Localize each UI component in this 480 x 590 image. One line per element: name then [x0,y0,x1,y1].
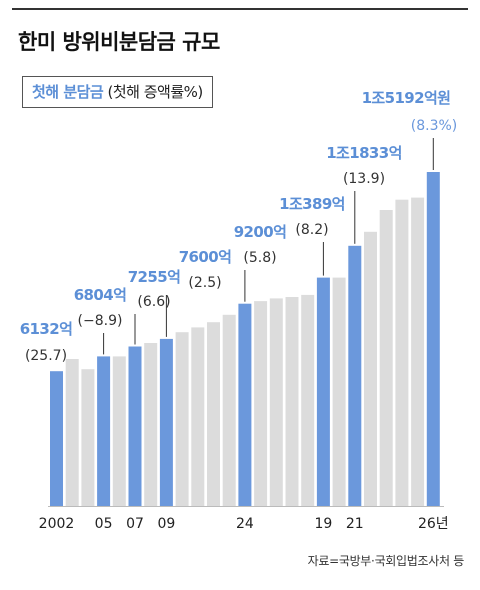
bar-2025 [411,197,425,506]
bar-2024 [395,199,409,506]
value-label-2009: 7600억 [179,248,232,266]
bar-2006 [112,356,126,506]
tick-label-2002: 2002 [39,516,75,532]
bar-2022 [364,231,377,507]
growth-label-2002: (25.7) [25,348,67,364]
growth-label-2026: (8.3%) [411,118,458,134]
top-rule [12,8,468,10]
value-label-2005: 6804억 [74,286,127,304]
growth-label-2021: (13.9) [343,171,385,187]
growth-label-2019: (8.2) [295,222,328,238]
bar-2020 [332,277,346,506]
bar-2016 [269,298,283,506]
bar-2017 [285,297,299,506]
value-label-2002: 6132억 [20,320,73,338]
bar-2011 [191,327,205,506]
bar-2003 [65,359,79,506]
bar-2014 [238,303,252,506]
value-label-2026: 1조5192억원 [362,89,451,107]
bar-2010 [175,332,189,506]
bar-2002 [50,371,63,506]
legend-accent-label: 첫해 분담금 [32,83,104,101]
growth-label-2005: (−8.9) [78,313,123,329]
growth-label-2007: (6.6) [137,294,170,310]
growth-label-2014: (5.8) [243,250,276,266]
tick-label-2007: 07 [126,516,144,532]
bar-2026 [426,172,440,506]
growth-label-2009: (2.5) [188,275,221,291]
value-label-2019: 1조389억 [279,195,345,213]
tick-label-2019: 19 [314,516,332,532]
legend-box: 첫해 분담금 (첫해 증액률%) [22,76,213,108]
value-label-2007: 7255억 [128,268,181,286]
bar-2008 [144,343,158,506]
tick-label-2009: 09 [157,516,175,532]
bar-2012 [207,322,220,506]
bar-2023 [379,210,393,506]
chart-title: 한미 방위비분담금 규모 [18,30,220,54]
tick-label-2021: 21 [346,516,364,532]
bar-2018 [301,294,315,506]
bar-2005 [97,356,111,506]
source-note: 자료=국방부·국회입법조사처 등 [307,554,465,568]
tick-label-2005: 05 [95,516,113,532]
bar-2007 [128,346,142,506]
tick-label-2026: 26년 [418,516,449,532]
bar-2015 [254,301,268,506]
legend-plain-label: (첫해 증액률%) [107,83,204,101]
bar-2021 [348,245,362,507]
bar-2013 [222,314,236,506]
tick-label-2014: 24 [236,516,254,532]
value-label-2014: 9200억 [234,223,287,241]
bar-2019 [316,277,330,506]
value-label-2021: 1조1833억 [326,144,402,162]
bar-2009 [159,338,173,506]
bar-2004 [81,369,95,506]
